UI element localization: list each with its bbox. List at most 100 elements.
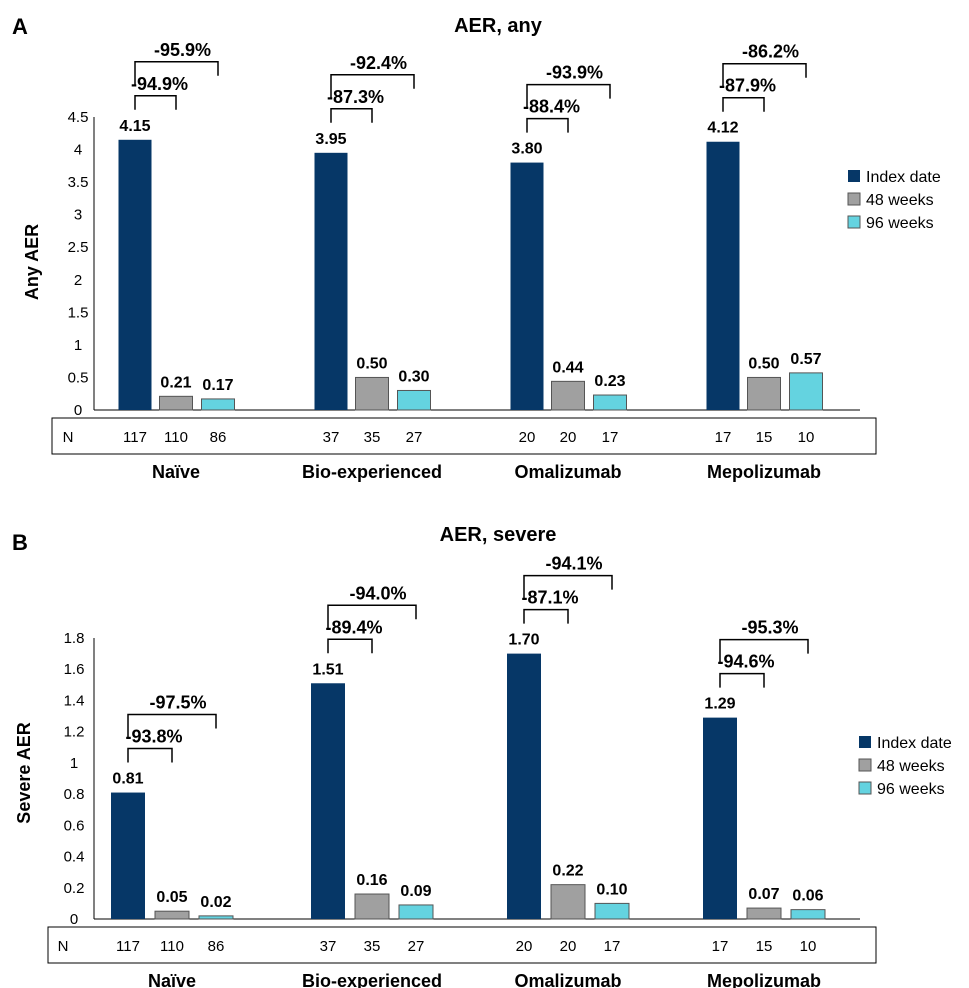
n-value: 27 [408, 938, 425, 955]
bar-value-label: 0.44 [552, 359, 583, 376]
y-tick-label: 1.8 [64, 630, 85, 647]
y-tick-label: 4 [74, 142, 82, 159]
change-bracket-48-weeks [330, 108, 373, 123]
change-label-96-weeks: -86.2% [742, 42, 799, 62]
panel-b-letter: B [12, 530, 28, 555]
bar-value-label: 0.57 [790, 351, 821, 368]
category-label: Naïve [148, 971, 196, 988]
y-tick-label: 0.6 [64, 817, 85, 834]
bar-index-date [311, 683, 345, 919]
change-label-96-weeks: -95.3% [741, 618, 798, 638]
bar-value-label: 1.51 [312, 661, 343, 678]
bar-value-label: 0.21 [160, 374, 191, 391]
category-label: Omalizumab [514, 462, 621, 482]
y-tick-label: 1.6 [64, 661, 85, 678]
bar-value-label: 0.50 [356, 355, 387, 372]
bar-index-date [510, 162, 544, 410]
n-value: 117 [116, 938, 140, 955]
n-value: 35 [364, 938, 381, 955]
bar-96-weeks [201, 398, 235, 411]
n-value: 17 [602, 429, 619, 446]
n-value: 17 [715, 429, 732, 446]
n-value: 86 [210, 429, 227, 446]
change-label-48-weeks: -94.9% [131, 74, 188, 94]
n-value: 15 [756, 938, 773, 955]
y-tick-label: 0.5 [68, 369, 89, 386]
y-tick-label: 4.5 [68, 109, 89, 126]
change-bracket-96-weeks [719, 638, 809, 664]
legend-swatch-index-date [848, 170, 860, 182]
change-label-96-weeks: -93.9% [546, 63, 603, 83]
change-bracket-96-weeks [127, 713, 217, 739]
change-bracket-48-weeks [722, 96, 765, 112]
y-tick-label: 0 [74, 402, 82, 419]
y-tick-label: 0 [70, 911, 78, 928]
bar-value-label: 0.50 [748, 355, 779, 372]
bar-value-label: 4.12 [707, 120, 738, 137]
change-label-48-weeks: -88.4% [523, 97, 580, 117]
change-bracket-48-weeks [523, 608, 569, 624]
y-tick-label: 0.8 [64, 786, 85, 803]
bar-48-weeks [355, 376, 389, 411]
panel-b-chart: B AER, severe Severe AER 00.20.40.60.811… [12, 524, 952, 988]
change-bracket-48-weeks [719, 672, 765, 688]
change-bracket-96-weeks [526, 83, 611, 109]
bar-96-weeks [398, 904, 434, 920]
y-tick-label: 1.5 [68, 304, 89, 321]
n-value: 10 [798, 429, 815, 446]
change-bracket-48-weeks [327, 638, 373, 654]
n-value: 20 [560, 429, 577, 446]
change-label-96-weeks: -94.0% [349, 583, 406, 603]
change-bracket-96-weeks [330, 74, 415, 99]
change-bracket-96-weeks [722, 62, 807, 88]
legend-swatch-48-weeks [858, 758, 872, 772]
legend-swatch-96-weeks [858, 781, 872, 795]
category-label: Omalizumab [514, 971, 621, 988]
bar-48-weeks [159, 395, 193, 411]
n-value: 17 [604, 938, 621, 955]
n-value: 10 [800, 938, 817, 955]
bar-96-weeks [594, 902, 630, 920]
change-label-48-weeks: -89.4% [325, 617, 382, 637]
bar-value-label: 0.81 [112, 771, 143, 788]
bar-index-date [111, 792, 145, 919]
legend-swatch-48-weeks [847, 192, 861, 206]
panel-b-y-axis-label: Severe AER [14, 722, 34, 823]
y-tick-label: 3.5 [68, 174, 89, 191]
y-tick-label: 1 [70, 755, 78, 772]
panel-a-letter: A [12, 14, 28, 39]
n-value: 117 [123, 429, 147, 446]
y-tick-label: 0.2 [64, 880, 85, 897]
n-value: 86 [208, 938, 225, 955]
n-label: N [58, 938, 69, 955]
bar-48-weeks [154, 910, 190, 920]
bar-index-date [507, 653, 541, 919]
legend-label-96-weeks: 96 weeks [866, 215, 934, 232]
bar-value-label: 0.10 [596, 881, 627, 898]
bar-value-label: 0.23 [594, 373, 625, 390]
n-value: 15 [756, 429, 773, 446]
bar-48-weeks [551, 380, 585, 411]
bar-value-label: 0.02 [200, 894, 231, 911]
category-label: Mepolizumab [707, 971, 821, 988]
panel-b-title: AER, severe [440, 524, 557, 546]
n-value: 110 [160, 938, 184, 955]
legend-label-index-date: Index date [866, 169, 941, 186]
n-value: 20 [560, 938, 577, 955]
n-table-box [47, 926, 877, 964]
change-label-48-weeks: -87.9% [719, 76, 776, 96]
change-label-96-weeks: -95.9% [154, 40, 211, 60]
n-value: 20 [516, 938, 533, 955]
bar-96-weeks [397, 389, 431, 411]
change-label-96-weeks: -94.1% [545, 554, 602, 574]
n-value: 20 [519, 429, 536, 446]
bar-value-label: 0.22 [552, 863, 583, 880]
bar-96-weeks [790, 909, 826, 920]
bar-value-label: 0.16 [356, 872, 387, 889]
bar-value-label: 3.80 [511, 141, 542, 158]
change-label-96-weeks: -92.4% [350, 53, 407, 73]
category-label: Mepolizumab [707, 462, 821, 482]
legend-swatch-index-date [859, 736, 871, 748]
bar-96-weeks [198, 915, 234, 920]
change-bracket-48-weeks [127, 747, 173, 763]
